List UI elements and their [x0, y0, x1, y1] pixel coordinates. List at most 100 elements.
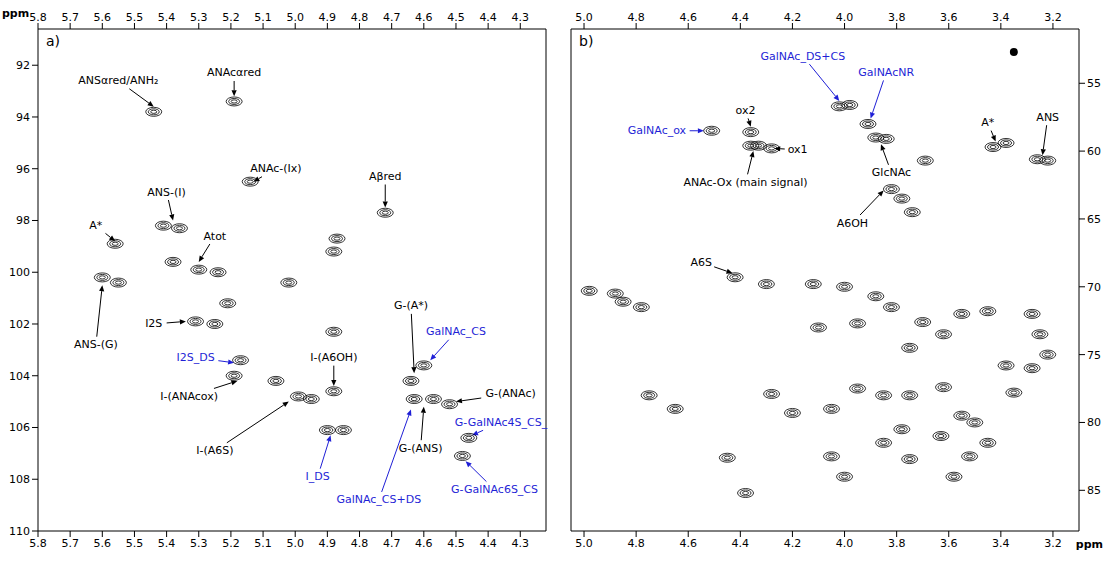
svg-text:98: 98 — [16, 214, 30, 227]
svg-text:5.1: 5.1 — [254, 537, 272, 550]
svg-text:5.0: 5.0 — [575, 11, 593, 24]
svg-text:96: 96 — [16, 163, 30, 176]
svg-text:5.5: 5.5 — [126, 11, 144, 24]
svg-text:ox2: ox2 — [736, 104, 756, 117]
svg-text:ANS-(I): ANS-(I) — [147, 186, 186, 199]
svg-text:85: 85 — [1087, 484, 1101, 497]
svg-text:4.8: 4.8 — [627, 537, 645, 550]
svg-text:5.8: 5.8 — [29, 11, 47, 24]
svg-text:3.2: 3.2 — [1044, 537, 1062, 550]
svg-text:I-(ANAcox): I-(ANAcox) — [160, 390, 218, 403]
svg-text:ox1: ox1 — [788, 143, 808, 156]
svg-text:92: 92 — [16, 59, 30, 72]
svg-text:4.4: 4.4 — [479, 11, 497, 24]
svg-text:I-(A6S): I-(A6S) — [196, 444, 233, 457]
svg-text:3.6: 3.6 — [940, 11, 958, 24]
svg-text:5.7: 5.7 — [61, 537, 79, 550]
svg-text:G-GalNAc6S_CS: G-GalNAc6S_CS — [451, 483, 538, 496]
svg-text:4.9: 4.9 — [319, 11, 337, 24]
svg-text:5.6: 5.6 — [94, 537, 112, 550]
svg-text:65: 65 — [1087, 213, 1101, 226]
svg-text:I2S_DS: I2S_DS — [176, 351, 214, 364]
svg-text:4.8: 4.8 — [627, 11, 645, 24]
svg-text:55: 55 — [1087, 77, 1101, 90]
svg-text:5.2: 5.2 — [222, 11, 240, 24]
svg-text:5.4: 5.4 — [158, 11, 176, 24]
svg-text:ANS: ANS — [1036, 111, 1059, 124]
svg-text:4.4: 4.4 — [732, 537, 750, 550]
svg-text:A*: A* — [981, 116, 995, 129]
svg-text:75: 75 — [1087, 349, 1101, 362]
svg-text:I-(A6OH): I-(A6OH) — [310, 351, 357, 364]
svg-text:4.3: 4.3 — [512, 537, 530, 550]
svg-text:3.8: 3.8 — [888, 11, 906, 24]
svg-text:102: 102 — [9, 318, 30, 331]
svg-text:Aβred: Aβred — [369, 170, 402, 183]
svg-text:60: 60 — [1087, 145, 1101, 158]
svg-text:4.2: 4.2 — [784, 11, 802, 24]
svg-text:4.6: 4.6 — [415, 11, 433, 24]
svg-text:A6S: A6S — [690, 256, 712, 269]
svg-text:Atot: Atot — [203, 230, 226, 243]
svg-text:4.4: 4.4 — [732, 11, 750, 24]
svg-text:4.8: 4.8 — [351, 537, 369, 550]
svg-text:5.0: 5.0 — [286, 537, 304, 550]
svg-text:5.7: 5.7 — [61, 11, 79, 24]
svg-text:80: 80 — [1087, 416, 1101, 429]
svg-text:GalNAc_CS: GalNAc_CS — [426, 325, 486, 338]
svg-text:4.7: 4.7 — [383, 537, 401, 550]
svg-text:4.4: 4.4 — [479, 537, 497, 550]
svg-text:5.3: 5.3 — [190, 11, 208, 24]
svg-text:5.8: 5.8 — [29, 537, 47, 550]
svg-text:70: 70 — [1087, 281, 1101, 294]
svg-text:5.1: 5.1 — [254, 11, 272, 24]
svg-text:G-(ANAc): G-(ANAc) — [486, 387, 536, 400]
svg-text:5.4: 5.4 — [158, 537, 176, 550]
svg-text:G-(ANS): G-(ANS) — [399, 442, 443, 455]
svg-text:I2S: I2S — [145, 317, 162, 330]
svg-text:94: 94 — [16, 111, 30, 124]
svg-text:100: 100 — [9, 266, 30, 279]
svg-text:G-(A*): G-(A*) — [394, 299, 428, 312]
svg-text:3.2: 3.2 — [1044, 11, 1062, 24]
svg-text:4.8: 4.8 — [351, 11, 369, 24]
svg-text:5.6: 5.6 — [94, 11, 112, 24]
svg-text:ANAc-(Ix): ANAc-(Ix) — [250, 162, 301, 175]
svg-text:4.2: 4.2 — [784, 537, 802, 550]
svg-text:104: 104 — [9, 370, 30, 383]
svg-text:GalNAc_ox: GalNAc_ox — [628, 124, 687, 137]
svg-text:ANAcαred: ANAcαred — [207, 66, 261, 79]
svg-text:4.6: 4.6 — [679, 11, 697, 24]
svg-text:4.5: 4.5 — [447, 11, 465, 24]
svg-text:GalNAc_CS+DS: GalNAc_CS+DS — [336, 493, 421, 506]
svg-text:5.0: 5.0 — [575, 537, 593, 550]
svg-text:GalNAcNR: GalNAcNR — [858, 66, 914, 79]
svg-text:G-GalNAc4S_CS_: G-GalNAc4S_CS_ — [455, 416, 548, 429]
svg-text:5.0: 5.0 — [286, 11, 304, 24]
svg-text:4.6: 4.6 — [679, 537, 697, 550]
svg-text:A*: A* — [89, 219, 103, 232]
svg-text:110: 110 — [9, 525, 30, 538]
svg-text:5.2: 5.2 — [222, 537, 240, 550]
svg-text:GalNAc_DS+CS: GalNAc_DS+CS — [760, 50, 845, 63]
svg-text:5.5: 5.5 — [126, 537, 144, 550]
svg-text:3.4: 3.4 — [992, 537, 1010, 550]
svg-text:ANAc-Ox (main signal): ANAc-Ox (main signal) — [683, 176, 807, 189]
svg-text:A6OH: A6OH — [837, 217, 868, 230]
svg-text:I_DS: I_DS — [306, 470, 330, 483]
svg-text:ANS-(G): ANS-(G) — [74, 338, 118, 351]
svg-text:4.0: 4.0 — [836, 537, 854, 550]
svg-text:4.5: 4.5 — [447, 537, 465, 550]
svg-text:106: 106 — [9, 421, 30, 434]
svg-text:4.6: 4.6 — [415, 537, 433, 550]
svg-text:4.3: 4.3 — [512, 11, 530, 24]
svg-text:3.8: 3.8 — [888, 537, 906, 550]
svg-text:4.9: 4.9 — [319, 537, 337, 550]
svg-text:4.7: 4.7 — [383, 11, 401, 24]
svg-text:ANSαred/ANH₂: ANSαred/ANH₂ — [78, 74, 158, 87]
svg-text:3.4: 3.4 — [992, 11, 1010, 24]
svg-text:3.6: 3.6 — [940, 537, 958, 550]
svg-text:108: 108 — [9, 473, 30, 486]
svg-text:5.3: 5.3 — [190, 537, 208, 550]
svg-text:GlcNAc: GlcNAc — [872, 166, 911, 179]
